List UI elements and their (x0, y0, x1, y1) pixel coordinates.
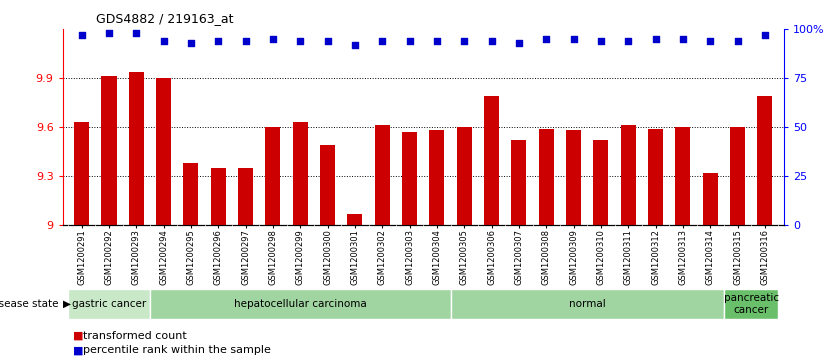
Text: GDS4882 / 219163_at: GDS4882 / 219163_at (96, 12, 234, 25)
Point (266, 36, 279, 42)
Bar (183, 163, 198, 225)
Point (75, 32, 88, 38)
Bar (150, 289, 450, 319)
Bar (320, 145, 335, 225)
Bar (620, 125, 636, 225)
Bar (211, 168, 226, 225)
Text: ▶: ▶ (63, 299, 72, 309)
Text: disease state: disease state (0, 299, 58, 309)
Bar (293, 122, 308, 225)
Point (103, 30, 116, 36)
Bar (239, 168, 254, 225)
Bar (730, 127, 745, 225)
Bar (430, 130, 445, 225)
Point (430, 38, 444, 44)
Bar (757, 96, 772, 225)
Bar (102, 76, 117, 225)
Point (512, 40, 525, 46)
Point (731, 38, 744, 44)
Bar (457, 127, 472, 225)
Point (676, 36, 690, 42)
Bar (703, 173, 718, 225)
Text: gastric cancer: gastric cancer (72, 299, 146, 309)
Point (758, 32, 771, 38)
Text: percentile rank within the sample: percentile rank within the sample (83, 345, 271, 355)
Point (458, 38, 471, 44)
Bar (450, 289, 724, 319)
Point (157, 38, 170, 44)
Bar (74, 122, 89, 225)
Point (129, 30, 143, 36)
Point (375, 38, 389, 44)
Bar (566, 130, 581, 225)
Bar (539, 129, 554, 225)
Bar (128, 72, 143, 225)
Point (594, 38, 607, 44)
Text: normal: normal (569, 299, 605, 309)
Point (567, 36, 580, 42)
Point (540, 36, 553, 42)
Point (704, 38, 717, 44)
Bar (724, 289, 778, 319)
Bar (68, 289, 150, 319)
Text: transformed count: transformed count (83, 331, 187, 341)
Point (294, 38, 307, 44)
Point (321, 38, 334, 44)
Point (403, 38, 416, 44)
Bar (511, 140, 526, 225)
Point (621, 38, 635, 44)
Bar (156, 78, 171, 225)
Bar (265, 127, 280, 225)
Bar (593, 140, 608, 225)
Point (184, 40, 198, 46)
Point (239, 38, 253, 44)
Bar (374, 125, 389, 225)
Bar (648, 129, 663, 225)
Point (649, 36, 662, 42)
Point (485, 38, 498, 44)
Bar (676, 127, 691, 225)
Text: ■: ■ (73, 345, 83, 355)
Text: ■: ■ (73, 331, 83, 341)
Text: hepatocellular carcinoma: hepatocellular carcinoma (234, 299, 367, 309)
Text: pancreatic
cancer: pancreatic cancer (724, 293, 779, 315)
Point (212, 38, 225, 44)
Bar (348, 213, 363, 225)
Point (349, 42, 362, 48)
Bar (484, 96, 499, 225)
Bar (402, 132, 417, 225)
